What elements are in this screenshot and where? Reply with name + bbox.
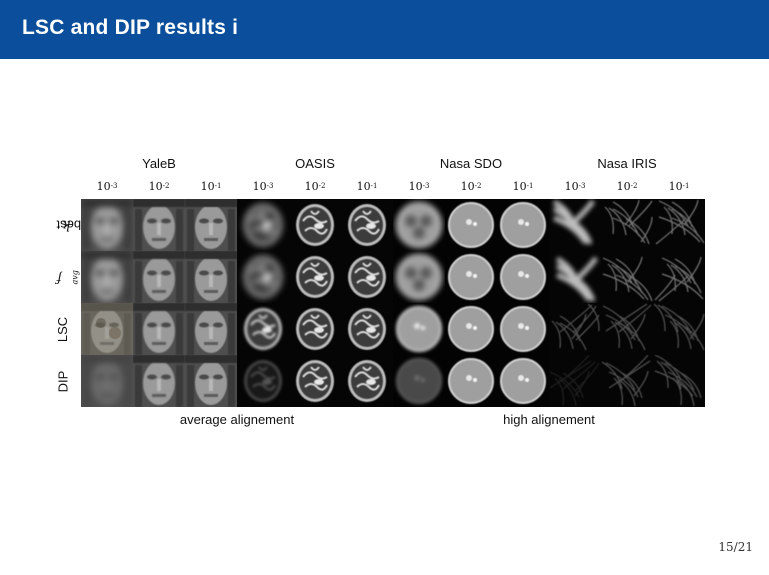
alignment-label-high: high alignement [503,412,595,427]
result-image-iris-dip--2 [601,355,653,407]
result-image-iris-f-avg--1 [653,251,705,303]
exponent-label: 10-2 [148,180,170,193]
result-image-yaleb-dip--3 [81,355,133,407]
exponent-label: 10-3 [408,180,430,193]
result-image-iris-k-best--1 [653,199,705,251]
result-image-yaleb-dip--2 [133,355,185,407]
result-image-oasis-k-best--1 [341,199,393,251]
result-image-yaleb-f-avg--3 [81,251,133,303]
result-image-sdo-f-avg--2 [445,251,497,303]
exponent-label: 10-1 [512,180,534,193]
result-image-sdo-k-best--2 [445,199,497,251]
result-image-sdo-dip--3 [393,355,445,407]
exponent-label: 10-2 [616,180,638,193]
result-image-iris-f-avg--2 [601,251,653,303]
result-image-yaleb-dip--1 [185,355,237,407]
result-image-oasis-k-best--2 [289,199,341,251]
row-label-dip-text: DIP [55,370,71,392]
row-label-f-sub: avg [70,269,80,285]
result-image-sdo-f-avg--1 [497,251,549,303]
result-image-oasis-lsc--3 [237,303,289,355]
result-image-iris-f-avg--3 [549,251,601,303]
result-image-sdo-lsc--2 [445,303,497,355]
exponent-label: 10-1 [200,180,222,193]
slide-header-bar: LSC and DIP results i [0,0,769,59]
result-image-oasis-f-avg--3 [237,251,289,303]
result-image-iris-lsc--1 [653,303,705,355]
alignment-label-average: average alignement [179,412,295,427]
exponent-label: 10-3 [564,180,586,193]
result-image-iris-dip--1 [653,355,705,407]
result-image-sdo-k-best--3 [393,199,445,251]
result-image-oasis-lsc--2 [289,303,341,355]
result-image-yaleb-k-best--3 [81,199,133,251]
dataset-label-oasis: OASIS [295,156,335,171]
result-image-yaleb-lsc--3 [81,303,133,355]
row-label-lsc-text: LSC [55,316,71,342]
result-image-iris-k-best--3 [549,199,601,251]
result-image-yaleb-k-best--2 [133,199,185,251]
exponent-label: 10-3 [252,180,274,193]
result-image-yaleb-f-avg--1 [185,251,237,303]
exponent-label: 10-2 [304,180,326,193]
result-image-yaleb-lsc--1 [185,303,237,355]
result-image-oasis-dip--2 [289,355,341,407]
page-number: 15/21 [718,540,753,554]
row-label-dip: DIP [48,355,78,407]
dataset-label-nasa-iris: Nasa IRIS [597,156,657,171]
result-image-oasis-f-avg--1 [341,251,393,303]
exponent-label: 10-1 [356,180,378,193]
result-image-oasis-f-avg--2 [289,251,341,303]
result-image-sdo-lsc--3 [393,303,445,355]
row-label-f-math: f [56,269,62,285]
result-image-oasis-lsc--1 [341,303,393,355]
row-label-f-avg: f avg [48,251,80,303]
result-image-yaleb-lsc--2 [133,303,185,355]
result-image-sdo-dip--1 [497,355,549,407]
result-image-yaleb-f-avg--2 [133,251,185,303]
result-image-iris-lsc--3 [549,303,601,355]
result-image-oasis-k-best--3 [237,199,289,251]
result-image-sdo-dip--2 [445,355,497,407]
exponent-label: 10-1 [668,180,690,193]
result-image-iris-dip--3 [549,355,601,407]
result-image-yaleb-k-best--1 [185,199,237,251]
result-image-sdo-k-best--1 [497,199,549,251]
exponent-label: 10-3 [96,180,118,193]
result-image-iris-k-best--2 [601,199,653,251]
result-image-oasis-dip--3 [237,355,289,407]
dataset-label-nasa-sdo: Nasa SDO [439,156,503,171]
result-image-iris-lsc--2 [601,303,653,355]
row-label-k-best: k -best [48,199,85,251]
row-label-lsc: LSC [48,303,78,355]
slide-title: LSC and DIP results i [22,16,239,39]
result-image-oasis-dip--1 [341,355,393,407]
results-image-grid [81,199,705,407]
result-image-sdo-lsc--1 [497,303,549,355]
dataset-label-yaleb: YaleB [142,156,176,171]
exponent-label: 10-2 [460,180,482,193]
result-image-sdo-f-avg--3 [393,251,445,303]
